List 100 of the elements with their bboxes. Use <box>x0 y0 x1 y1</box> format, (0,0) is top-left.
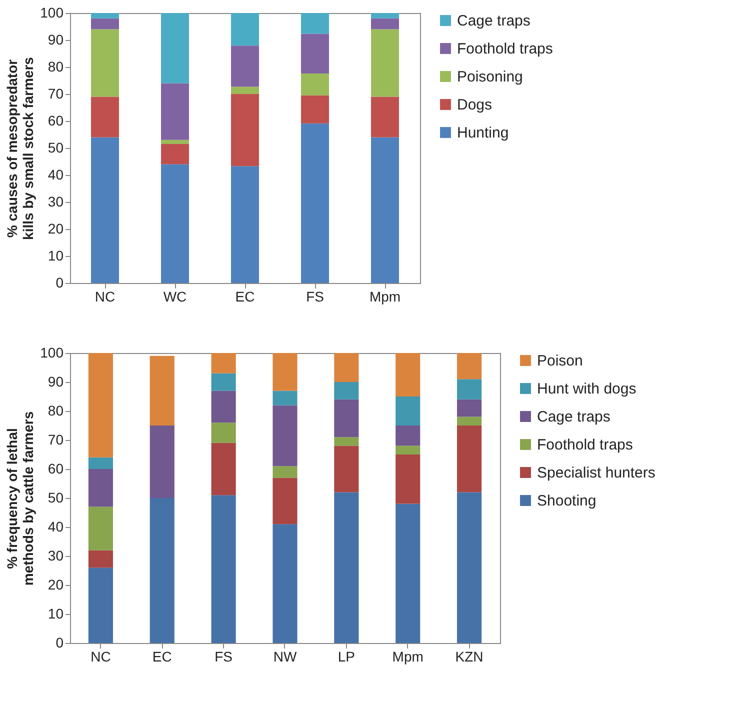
legend-label: Poisoning <box>457 68 523 86</box>
bar <box>334 382 359 400</box>
bar <box>396 353 420 396</box>
bar <box>211 422 236 443</box>
x-tick-label: Mpm <box>369 288 401 304</box>
y-axis-title: % causes of mesopredator kills by small stock farmers <box>4 56 36 240</box>
bar <box>334 399 359 438</box>
bar <box>457 353 482 380</box>
bar <box>371 29 399 97</box>
bar <box>88 353 113 458</box>
legend-label: Poison <box>537 352 583 370</box>
y-tick-label: 80 <box>48 58 64 74</box>
bar <box>161 164 189 283</box>
y-tick-label: 50 <box>48 490 64 506</box>
y-tick-label: 40 <box>48 166 64 182</box>
x-tick-label: NC <box>90 648 111 664</box>
legend-label: Hunting <box>457 124 509 142</box>
y-tick-label: 60 <box>48 112 64 128</box>
bar <box>272 478 298 524</box>
y-tick-label: 100 <box>40 4 64 20</box>
bar <box>301 73 329 96</box>
bar <box>150 426 174 498</box>
y-tick-label: 20 <box>48 220 64 236</box>
y-tick-label: 20 <box>48 576 64 592</box>
y-tick-label: 90 <box>48 32 64 48</box>
y-tick-label: 10 <box>48 248 64 264</box>
y-tick-label: 30 <box>48 194 64 210</box>
bar <box>301 34 329 74</box>
bar <box>301 123 329 283</box>
bar <box>396 396 420 426</box>
bar <box>371 96 399 138</box>
bar <box>334 437 359 446</box>
bar <box>231 13 259 46</box>
x-tick-label: Mpm <box>392 648 424 664</box>
bar <box>272 466 298 478</box>
bar <box>371 137 399 283</box>
bar <box>161 140 189 144</box>
bar <box>211 495 236 643</box>
x-tick-label: FS <box>214 648 233 664</box>
bar <box>301 13 329 34</box>
bar <box>334 353 359 382</box>
bar <box>88 550 113 568</box>
bar <box>231 166 259 283</box>
x-tick-label: FS <box>306 288 324 304</box>
y-axis-title: % frequency of lethal methods by cattle farmers <box>4 411 36 586</box>
y-tick-label: 100 <box>40 344 64 360</box>
bar <box>371 13 399 18</box>
bar <box>231 94 259 166</box>
bar <box>396 426 420 446</box>
bar <box>371 18 399 30</box>
bar <box>396 454 420 504</box>
bar <box>88 457 113 469</box>
legend-label: Foothold traps <box>457 40 553 58</box>
bar <box>211 442 236 496</box>
y-tick-label: 80 <box>48 402 64 418</box>
bar <box>91 18 119 30</box>
bar <box>88 469 113 507</box>
bar <box>231 86 259 94</box>
legend-label: Hunt with dogs <box>537 380 636 398</box>
legend-label: Cage traps <box>457 12 530 30</box>
y-tick-label: 70 <box>48 86 64 102</box>
bar <box>91 137 119 283</box>
bar <box>211 390 236 423</box>
x-tick-label: NC <box>94 288 116 304</box>
x-tick-label: EC <box>235 288 255 304</box>
legend-label: Dogs <box>457 96 492 114</box>
legend-label: Cage traps <box>537 408 610 426</box>
bar <box>91 96 119 138</box>
bar <box>396 446 420 454</box>
bar <box>272 353 298 391</box>
bar <box>334 492 359 643</box>
x-tick-label: KZN <box>455 648 484 664</box>
y-tick-label: 40 <box>48 518 64 534</box>
bar <box>457 426 482 492</box>
y-tick-label: 30 <box>48 548 64 564</box>
bar <box>88 568 113 643</box>
bar <box>161 144 189 164</box>
bar <box>161 13 189 84</box>
y-tick-label: 60 <box>48 460 64 476</box>
bar <box>91 29 119 97</box>
bar <box>272 524 298 643</box>
bar <box>334 446 359 492</box>
bar <box>231 46 259 87</box>
y-tick-label: 50 <box>48 140 64 156</box>
legend-label: Foothold traps <box>537 436 633 454</box>
bar <box>88 506 113 550</box>
y-tick-label: 70 <box>48 432 64 448</box>
y-tick-label: 0 <box>56 274 64 290</box>
bar <box>150 356 174 426</box>
bar <box>272 405 298 466</box>
y-tick-label: 0 <box>56 634 64 650</box>
bar <box>301 95 329 124</box>
legend-label: Shooting <box>537 492 596 510</box>
x-tick-label: NW <box>273 648 298 664</box>
bar <box>457 399 482 417</box>
bar <box>457 492 482 643</box>
bar <box>396 504 420 643</box>
bar <box>457 379 482 400</box>
bar <box>150 498 174 643</box>
y-tick-label: 10 <box>48 606 64 622</box>
